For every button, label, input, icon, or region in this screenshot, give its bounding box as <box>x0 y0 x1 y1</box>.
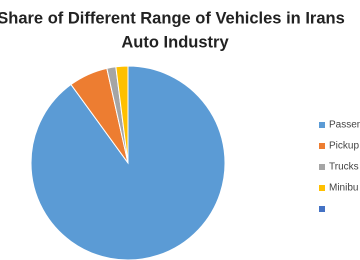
legend-swatch <box>319 164 325 170</box>
legend-swatch <box>319 143 325 149</box>
legend-swatch <box>319 206 325 212</box>
legend-label: Pickup <box>329 141 359 152</box>
chart-title: Auto Industry <box>121 33 229 51</box>
legend-label: Trucks <box>329 162 359 173</box>
legend-label: Minibu <box>329 183 358 194</box>
legend-swatch <box>319 122 325 128</box>
legend-label: Passeng <box>329 120 360 131</box>
pie-slice <box>115 65 129 164</box>
legend-swatch <box>319 185 325 191</box>
chart-title: Share of Different Range of Vehicles in … <box>0 9 345 27</box>
